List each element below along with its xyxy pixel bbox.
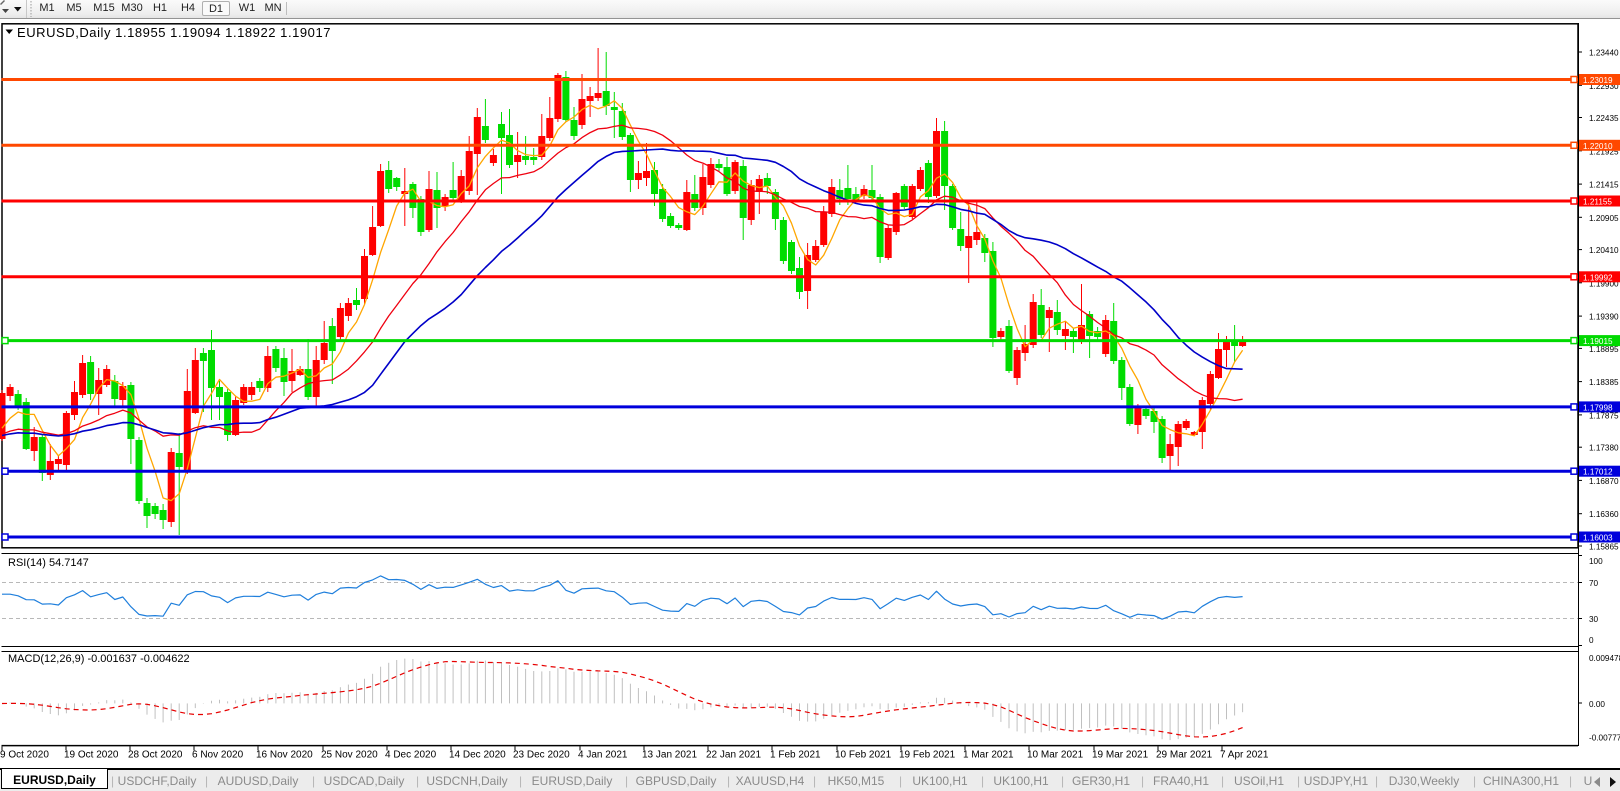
svg-text:4 Jan 2021: 4 Jan 2021 <box>578 750 628 761</box>
svg-text:70: 70 <box>1589 579 1599 588</box>
svg-text:1.16003: 1.16003 <box>1583 534 1613 543</box>
svg-text:1.20905: 1.20905 <box>1589 214 1619 223</box>
svg-text:1.20410: 1.20410 <box>1589 246 1619 255</box>
svg-text:0.009478: 0.009478 <box>1589 654 1620 663</box>
svg-text:1.16870: 1.16870 <box>1589 477 1619 486</box>
svg-text:22 Jan 2021: 22 Jan 2021 <box>706 750 761 761</box>
svg-text:MACD(12,26,9) -0.001637 -0.004: MACD(12,26,9) -0.001637 -0.004622 <box>8 653 190 665</box>
svg-text:1.18385: 1.18385 <box>1589 378 1619 387</box>
svg-text:1.17012: 1.17012 <box>1583 468 1613 477</box>
svg-text:1.17380: 1.17380 <box>1589 444 1619 453</box>
svg-text:1.22930: 1.22930 <box>1589 82 1619 91</box>
svg-text:23 Dec 2020: 23 Dec 2020 <box>513 750 570 761</box>
svg-text:1.18895: 1.18895 <box>1589 345 1619 354</box>
svg-text:1.19992: 1.19992 <box>1583 273 1613 282</box>
svg-text:9 Oct 2020: 9 Oct 2020 <box>0 750 49 761</box>
svg-text:1.21925: 1.21925 <box>1589 147 1619 156</box>
svg-text:1.23019: 1.23019 <box>1583 76 1613 85</box>
svg-text:1.23440: 1.23440 <box>1589 49 1619 58</box>
svg-text:25 Nov 2020: 25 Nov 2020 <box>321 750 378 761</box>
svg-text:16 Nov 2020: 16 Nov 2020 <box>256 750 313 761</box>
svg-text:1.19900: 1.19900 <box>1589 279 1619 288</box>
svg-text:0: 0 <box>1589 636 1594 645</box>
svg-text:19 Feb 2021: 19 Feb 2021 <box>899 750 956 761</box>
svg-text:1 Feb 2021: 1 Feb 2021 <box>770 750 821 761</box>
svg-text:19 Oct 2020: 19 Oct 2020 <box>64 750 119 761</box>
svg-text:1.19015: 1.19015 <box>1583 337 1613 346</box>
svg-text:28 Oct 2020: 28 Oct 2020 <box>128 750 183 761</box>
svg-text:13 Jan 2021: 13 Jan 2021 <box>642 750 697 761</box>
svg-text:1.17875: 1.17875 <box>1589 411 1619 420</box>
svg-text:1.21415: 1.21415 <box>1589 181 1619 190</box>
svg-text:1.17998: 1.17998 <box>1583 403 1613 412</box>
svg-text:1.22435: 1.22435 <box>1589 114 1619 123</box>
svg-text:14 Dec 2020: 14 Dec 2020 <box>449 750 506 761</box>
svg-text:1.21155: 1.21155 <box>1583 198 1612 207</box>
svg-text:100: 100 <box>1589 557 1603 566</box>
svg-text:6 Nov 2020: 6 Nov 2020 <box>192 750 244 761</box>
svg-text:1.22010: 1.22010 <box>1583 142 1613 151</box>
svg-text:1.19390: 1.19390 <box>1589 313 1619 322</box>
svg-text:19 Mar 2021: 19 Mar 2021 <box>1092 750 1149 761</box>
svg-text:1.16360: 1.16360 <box>1589 510 1619 519</box>
svg-text:4 Dec 2020: 4 Dec 2020 <box>385 750 437 761</box>
svg-text:29 Mar 2021: 29 Mar 2021 <box>1156 750 1213 761</box>
svg-text:7 Apr 2021: 7 Apr 2021 <box>1220 750 1269 761</box>
svg-text:-0.007778: -0.007778 <box>1589 734 1620 743</box>
svg-text:1.15865: 1.15865 <box>1589 543 1619 552</box>
svg-text:30: 30 <box>1589 615 1599 624</box>
svg-text:0.00: 0.00 <box>1589 700 1605 709</box>
svg-text:RSI(14) 54.7147: RSI(14) 54.7147 <box>8 557 89 569</box>
svg-text:1 Mar 2021: 1 Mar 2021 <box>963 750 1014 761</box>
svg-text:10 Feb 2021: 10 Feb 2021 <box>835 750 892 761</box>
svg-text:EURUSD,Daily 1.18955 1.19094: EURUSD,Daily 1.18955 1.19094 1.18922 1.1… <box>17 25 331 40</box>
svg-text:10 Mar 2021: 10 Mar 2021 <box>1027 750 1084 761</box>
